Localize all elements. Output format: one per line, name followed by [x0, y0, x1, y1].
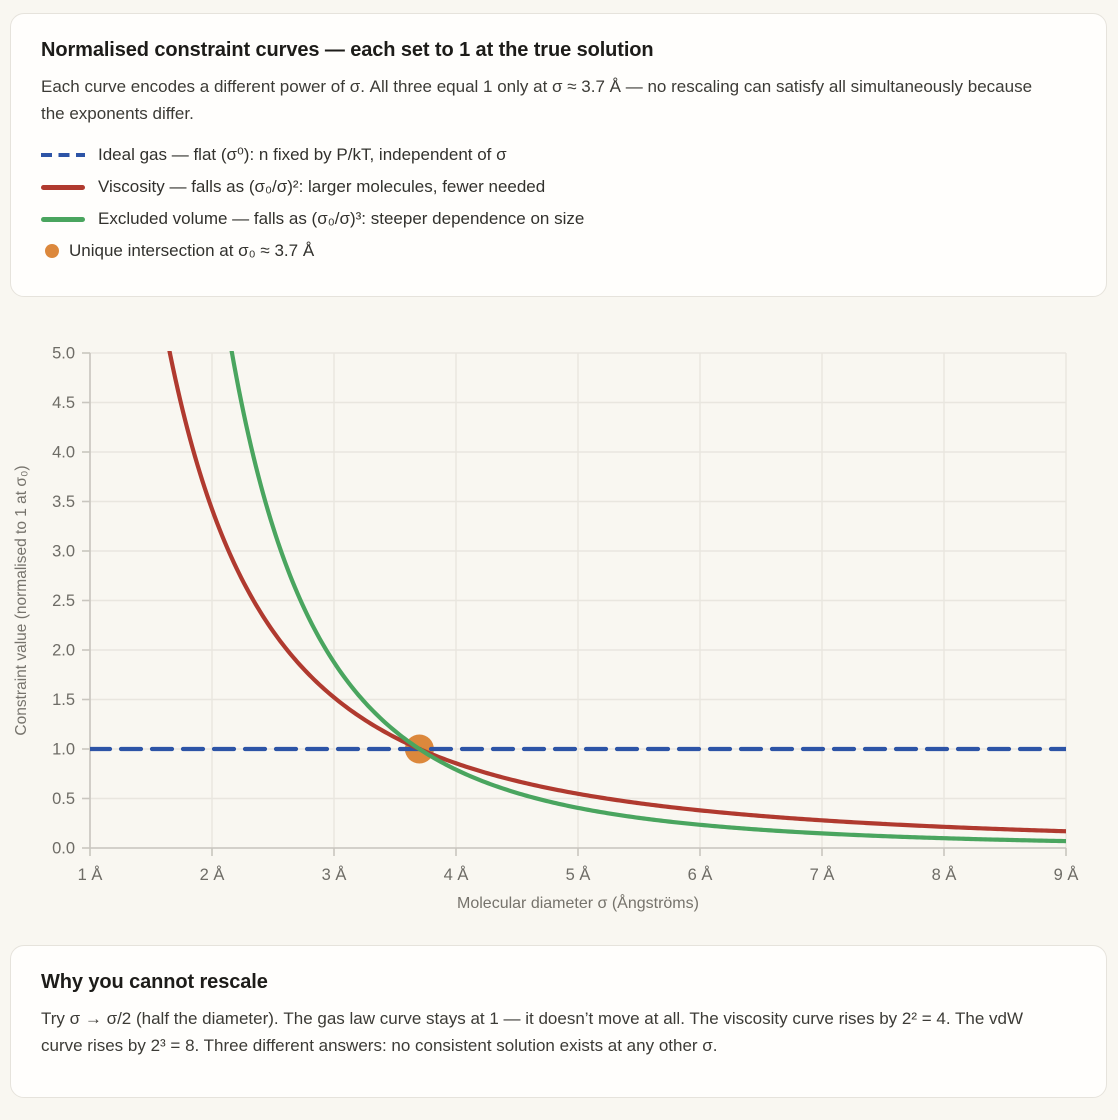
- legend-label: Ideal gas — flat (σ⁰): n fixed by P/kT, …: [98, 145, 507, 164]
- y-tick-label: 0.5: [52, 790, 75, 808]
- y-tick-label: 0.0: [52, 840, 75, 858]
- solid-line-swatch-icon: [41, 184, 85, 190]
- solid-line-swatch-icon: [41, 216, 85, 222]
- x-tick-label: 3 Å: [322, 865, 347, 884]
- y-axis-label: Constraint value (normalised to 1 at σ₀): [13, 465, 30, 735]
- x-tick-label: 6 Å: [688, 865, 713, 884]
- legend-label: Unique intersection at σ₀ ≈ 3.7 Å: [69, 241, 315, 260]
- y-tick-label: 3.5: [52, 493, 75, 511]
- x-axis-label: Molecular diameter σ (Ångströms): [457, 893, 699, 912]
- dashed-line-swatch-icon: [41, 152, 85, 158]
- footer-card: Why you cannot rescale Try σ → σ/2 (half…: [10, 945, 1107, 1098]
- x-tick-label: 7 Å: [810, 865, 835, 884]
- constraint-curves-chart: 0.0 0.5 1.0 1.5 2.0 2.5 3.0 3.5 4.0 4.5 5.0 1 Å 2 Å 3…: [0, 330, 1118, 922]
- y-tick-label: 3.0: [52, 543, 75, 561]
- x-tick-label: 2 Å: [200, 865, 225, 884]
- y-tick-label: 1.5: [52, 691, 75, 709]
- intro-card-description: Each curve encodes a different power of …: [41, 77, 1033, 123]
- y-tick-label: 4.5: [52, 394, 75, 412]
- y-tick-label: 2.0: [52, 642, 75, 660]
- gridlines: [89, 352, 1067, 849]
- curve-viscosity: [167, 351, 1066, 834]
- x-tick-label: 8 Å: [932, 865, 957, 884]
- x-tick-label: 5 Å: [566, 865, 591, 884]
- tick-labels: 0.0 0.5 1.0 1.5 2.0 2.5 3.0 3.5 4.0 4.5 5.0 1 Å 2 Å 3…: [52, 345, 1078, 885]
- legend-label: Excluded volume — falls as (σ₀/σ)³: stee…: [98, 209, 585, 228]
- chart-canvas: 0.0 0.5 1.0 1.5 2.0 2.5 3.0 3.5 4.0 4.5 5.0 1 Å 2 Å 3…: [13, 345, 1078, 913]
- intersection-dot-swatch-icon: [45, 244, 59, 258]
- legend-item-excluded-volume: Excluded volume — falls as (σ₀/σ)³: stee…: [41, 203, 1076, 235]
- y-tick-label: 4.0: [52, 444, 75, 462]
- intro-card: Normalised constraint curves — each set …: [10, 13, 1107, 297]
- footer-card-title: Why you cannot rescale: [41, 971, 268, 993]
- legend-item-viscosity: Viscosity — falls as (σ₀/σ)²: larger mol…: [41, 171, 1076, 203]
- intro-card-title: Normalised constraint curves — each set …: [41, 39, 654, 61]
- y-tick-label: 5.0: [52, 345, 75, 363]
- legend-item-intersection: Unique intersection at σ₀ ≈ 3.7 Å: [41, 235, 1076, 267]
- curve-excluded-volume: [229, 351, 1066, 844]
- chart-legend: Ideal gas — flat (σ⁰): n fixed by P/kT, …: [41, 139, 1076, 267]
- x-tick-label: 4 Å: [444, 865, 469, 884]
- y-tick-label: 2.5: [52, 592, 75, 610]
- x-tick-label: 9 Å: [1054, 865, 1079, 884]
- y-tick-label: 1.0: [52, 741, 75, 759]
- x-tick-label: 1 Å: [78, 865, 103, 884]
- legend-item-ideal-gas: Ideal gas — flat (σ⁰): n fixed by P/kT, …: [41, 139, 1076, 171]
- axes: [82, 352, 1067, 856]
- legend-label: Viscosity — falls as (σ₀/σ)²: larger mol…: [98, 177, 546, 196]
- footer-card-description: Try σ → σ/2 (half the diameter). The gas…: [41, 1009, 1024, 1055]
